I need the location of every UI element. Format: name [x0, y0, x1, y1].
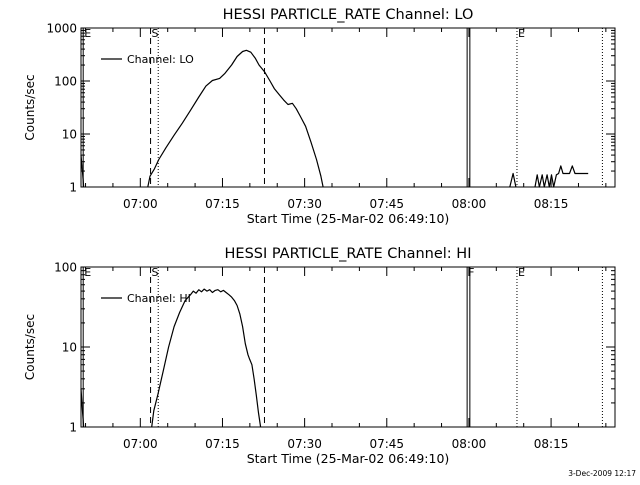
series-line: [151, 288, 262, 428]
y-tick-label: 100: [54, 261, 77, 275]
x-axis-label: Start Time (25-Mar-02 06:49:10): [247, 211, 450, 226]
y-axis-label: Counts/sec: [23, 314, 37, 380]
x-tick-label: 07:15: [205, 437, 240, 451]
series-line: [80, 388, 85, 428]
series-line: [80, 155, 85, 188]
series-line: [147, 49, 324, 188]
event-marker-label: S: [152, 266, 159, 279]
legend-label: Channel: LO: [127, 53, 194, 66]
event-marker-label: E: [518, 27, 525, 40]
x-tick-label: 07:00: [123, 197, 158, 211]
x-tick-label: 08:00: [452, 197, 487, 211]
x-tick-label: 08:15: [534, 197, 569, 211]
series-line: [534, 165, 589, 188]
chart-title: HESSI PARTICLE_RATE Channel: HI: [225, 246, 472, 262]
event-marker-label: S: [152, 27, 159, 40]
series-line: [509, 172, 517, 188]
y-tick-label: 1: [69, 181, 77, 195]
event-marker-label: F: [468, 266, 474, 279]
x-tick-label: 08:15: [534, 437, 569, 451]
y-axis-label: Counts/sec: [23, 74, 37, 140]
y-tick-label: 10: [62, 341, 77, 355]
x-tick-label: 07:45: [369, 437, 404, 451]
y-tick-label: 1000: [46, 22, 77, 36]
x-tick-label: 07:30: [287, 197, 322, 211]
x-tick-label: 07:45: [369, 197, 404, 211]
x-tick-label: 07:15: [205, 197, 240, 211]
y-tick-label: 100: [54, 75, 77, 89]
event-marker-label: E: [84, 266, 91, 279]
event-marker-label: E: [84, 27, 91, 40]
legend-label: Channel: HI: [127, 292, 191, 305]
x-tick-label: 07:00: [123, 437, 158, 451]
event-marker-label: E: [518, 266, 525, 279]
y-tick-label: 1: [69, 421, 77, 435]
footer-timestamp: 3-Dec-2009 12:17: [568, 469, 636, 478]
x-tick-label: 07:30: [287, 437, 322, 451]
x-tick-label: 08:00: [452, 437, 487, 451]
chart-title: HESSI PARTICLE_RATE Channel: LO: [223, 7, 474, 23]
y-tick-label: 10: [62, 128, 77, 142]
x-axis-label: Start Time (25-Mar-02 06:49:10): [247, 451, 450, 466]
plot-frame: [80, 27, 616, 188]
